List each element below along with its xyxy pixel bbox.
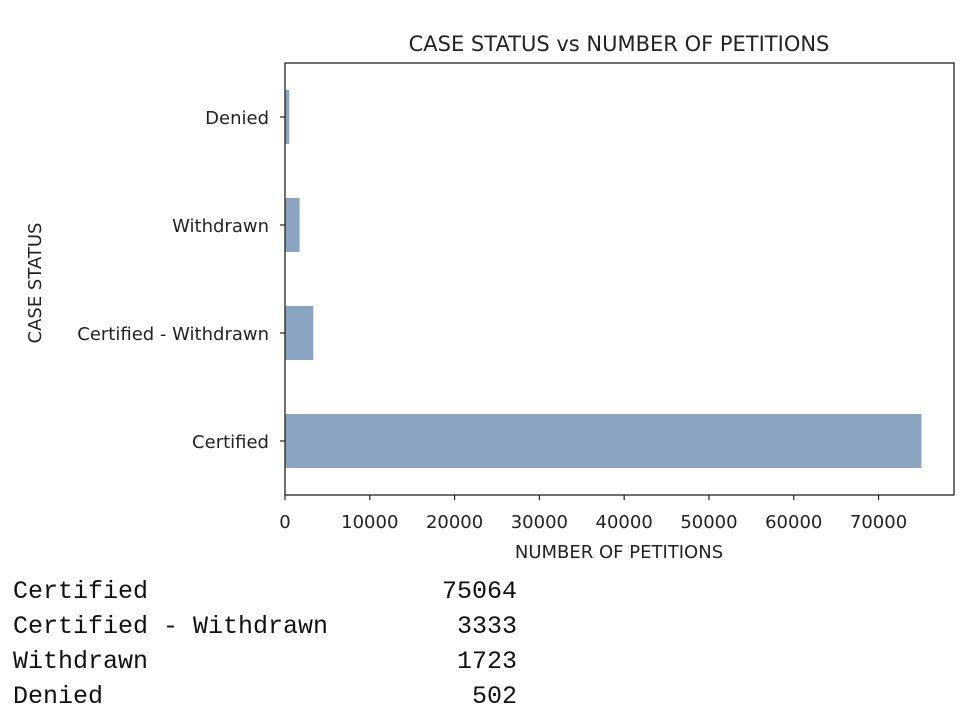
chart-canvas: CASE STATUS vs NUMBER OF PETITIONS Certi… (25, 32, 955, 563)
x-axis-label: NUMBER OF PETITIONS (515, 542, 723, 563)
output-status: Certified - Withdrawn (13, 612, 329, 641)
y-tick-label-withdrawn: Withdrawn (172, 216, 269, 237)
output-count: 3333 (456, 612, 517, 641)
bars-layer (285, 90, 922, 468)
output-row: Denied 502 (13, 679, 517, 714)
bar-certified (285, 414, 922, 468)
value-counts-output: Certified 75064 Certified - Withdrawn 3333 W… (13, 574, 517, 714)
y-axis: Certified Certified - Withdrawn Withdrawn D… (77, 108, 285, 453)
y-tick-label-certified-withdrawn: Certified - Withdrawn (77, 324, 269, 345)
bar-denied (285, 90, 290, 144)
bar-chart: CASE STATUS vs NUMBER OF PETITIONS Certi… (25, 32, 955, 563)
y-tick-label-denied: Denied (205, 108, 269, 129)
x-tick-label-40000: 40000 (596, 512, 653, 533)
y-axis-label: CASE STATUS (25, 223, 46, 344)
x-tick-label-30000: 30000 (511, 512, 568, 533)
x-tick-label-20000: 20000 (426, 512, 483, 533)
bar-withdrawn (285, 198, 300, 252)
output-status: Withdrawn (13, 647, 149, 676)
bar-certified-withdrawn (285, 306, 314, 360)
output-row: Certified 75064 (13, 574, 517, 609)
x-tick-label-70000: 70000 (850, 512, 907, 533)
x-tick-label-10000: 10000 (341, 512, 398, 533)
output-row: Withdrawn 1723 (13, 644, 517, 679)
output-count: 75064 (441, 577, 517, 606)
output-row: Certified - Withdrawn 3333 (13, 609, 517, 644)
output-status: Denied (13, 682, 104, 711)
y-tick-label-certified: Certified (192, 432, 269, 453)
x-tick-label-50000: 50000 (680, 512, 737, 533)
value-counts-body: Certified 75064 Certified - Withdrawn 3333 W… (13, 574, 517, 714)
output-status: Certified (13, 577, 149, 606)
x-axis: 0 10000 20000 30000 40000 50000 60000 70000 (279, 495, 907, 533)
x-tick-label-60000: 60000 (765, 512, 822, 533)
chart-title: CASE STATUS vs NUMBER OF PETITIONS (409, 32, 830, 56)
plot-frame (284, 62, 955, 496)
x-tick-label-0: 0 (279, 512, 290, 533)
output-count: 1723 (456, 647, 517, 676)
output-count: 502 (471, 682, 517, 711)
